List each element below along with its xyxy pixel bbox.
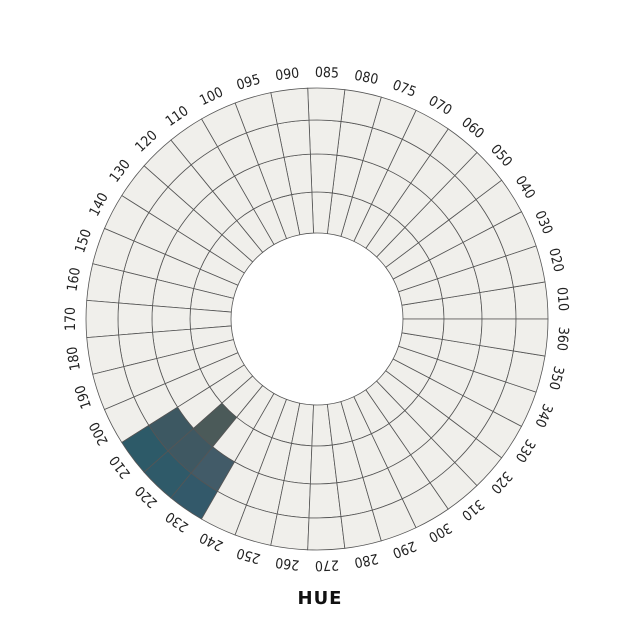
hue-label-200: 200	[87, 419, 112, 448]
cell-360-ring-4	[512, 318, 549, 357]
hue-label-270: 270	[315, 556, 340, 573]
hue-label-095: 095	[235, 72, 263, 94]
hue-label-230: 230	[163, 508, 192, 535]
hue-label-220: 220	[132, 482, 160, 510]
cell-360-ring-3	[479, 318, 517, 352]
cell-260-ring-4	[270, 513, 310, 551]
cell-170-ring-3	[117, 302, 153, 336]
hue-label-280: 280	[353, 550, 380, 570]
hue-label-060: 060	[458, 115, 487, 143]
hue-label-320: 320	[487, 468, 515, 497]
hue-label-085: 085	[315, 65, 340, 82]
cell-010-ring-4	[512, 281, 549, 320]
hue-label-210: 210	[107, 452, 134, 481]
hue-label-130: 130	[107, 157, 134, 186]
hue-label-190: 190	[72, 383, 95, 411]
hue-label-100: 100	[197, 84, 226, 109]
hue-label-350: 350	[545, 364, 566, 391]
hue-label-150: 150	[72, 227, 95, 255]
cell-270-ring-4	[307, 516, 346, 551]
hue-label-090: 090	[274, 65, 300, 84]
cell-170-ring-4	[85, 299, 120, 339]
hue-label-120: 120	[132, 127, 160, 155]
cell-085-ring-3	[308, 119, 342, 156]
cell-160-ring-4	[86, 263, 125, 304]
hue-label-290: 290	[390, 537, 418, 560]
hue-label-040: 040	[512, 173, 538, 202]
cell-085-ring-4	[307, 87, 346, 122]
cell-085-ring-2	[309, 153, 338, 194]
cell-090-ring-4	[270, 87, 310, 125]
hue-label-250: 250	[235, 544, 263, 566]
hue-label-260: 260	[274, 554, 300, 573]
hue-label-110: 110	[163, 103, 192, 130]
axis-title: HUE	[297, 588, 343, 609]
hue-label-160: 160	[64, 266, 84, 292]
hue-label-080: 080	[353, 68, 380, 88]
hue-label-030: 030	[531, 208, 555, 236]
cell-270-ring-3	[308, 482, 342, 519]
hue-label-170: 170	[63, 307, 79, 331]
hue-label-180: 180	[64, 345, 84, 371]
hue-label-075: 075	[390, 77, 418, 100]
hue-label-140: 140	[87, 190, 112, 219]
cell-170-ring-2	[151, 305, 191, 333]
hue-label-300: 300	[426, 519, 455, 545]
hue-label-310: 310	[458, 496, 487, 524]
hue-label-050: 050	[487, 142, 515, 171]
hue-label-070: 070	[426, 93, 455, 119]
hue-label-360: 360	[553, 326, 571, 351]
hue-label-010: 010	[553, 287, 571, 312]
hue-label-340: 340	[531, 401, 555, 429]
hue-label-240: 240	[197, 529, 226, 554]
hue-label-330: 330	[512, 436, 538, 465]
hue-label-020: 020	[545, 247, 566, 274]
